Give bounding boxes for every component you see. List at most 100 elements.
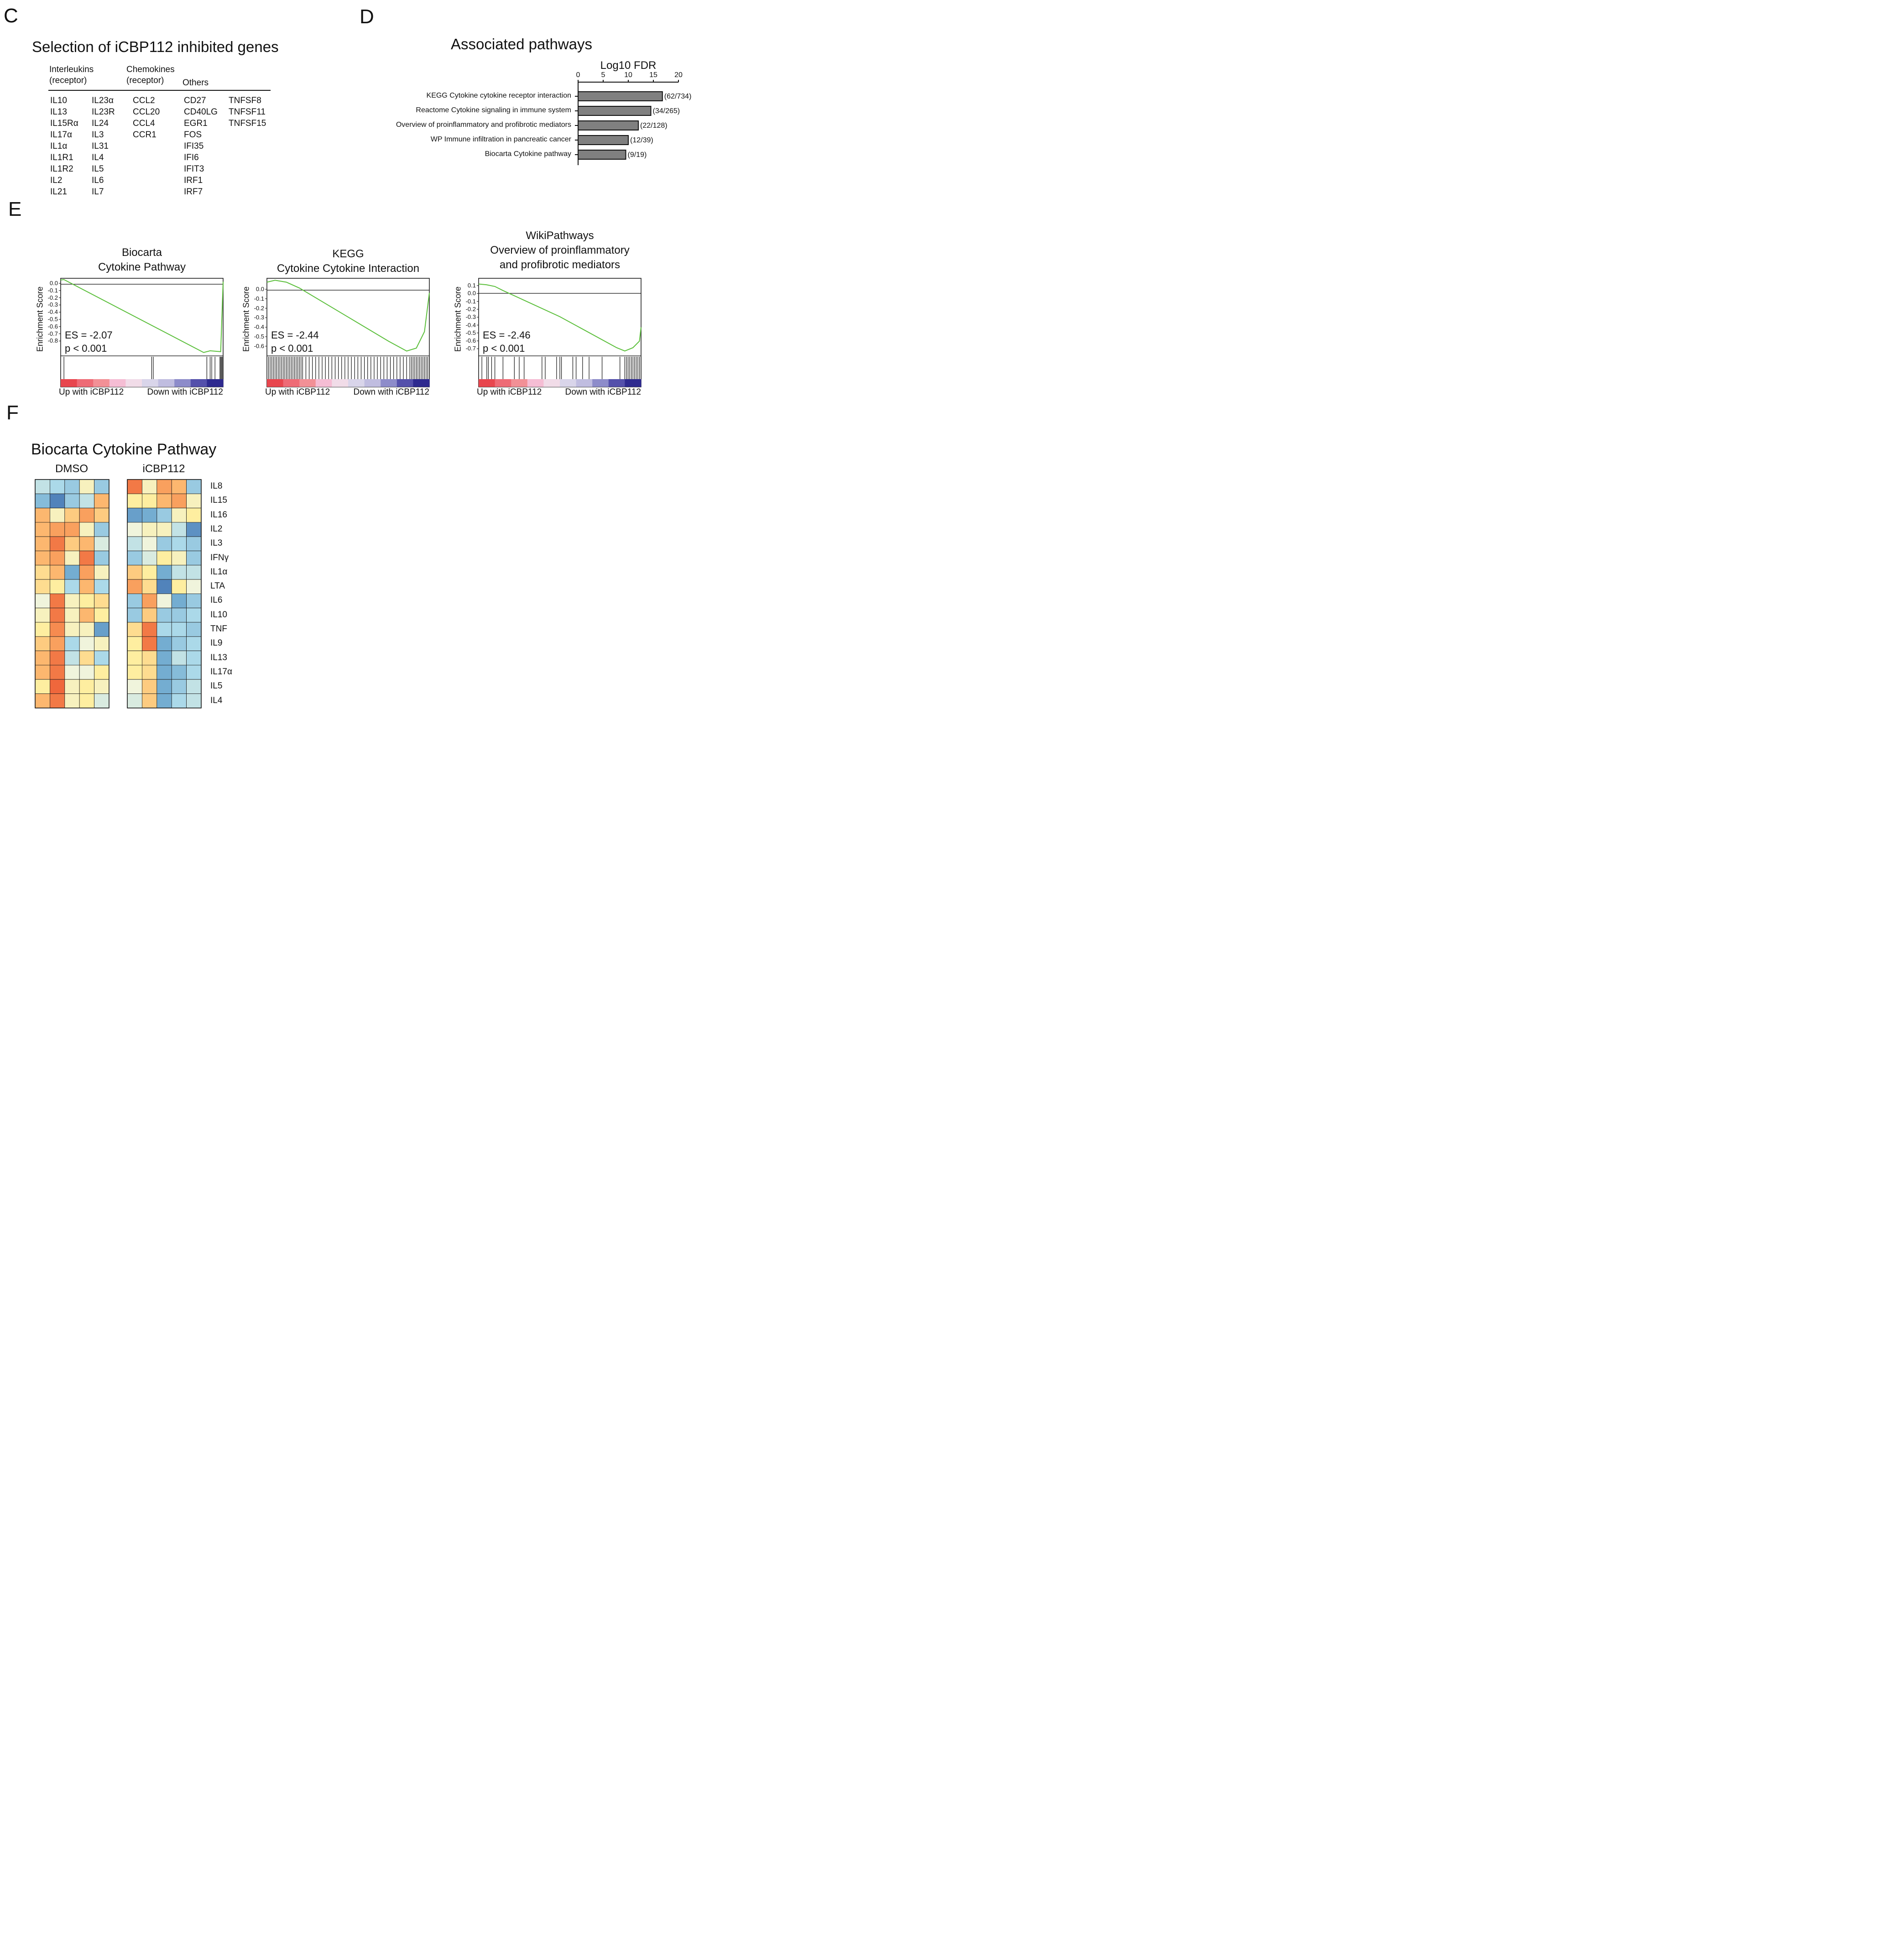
gene-name: IL23α	[92, 96, 114, 105]
panel-label-e: E	[8, 198, 22, 220]
rank-band-segment	[315, 379, 332, 387]
gene-name: IFI35	[184, 141, 204, 151]
bar-chart	[575, 80, 679, 165]
bar-annotation: (12/39)	[630, 136, 653, 144]
heatmap-cell	[171, 665, 187, 680]
heatmap-cell	[79, 665, 94, 680]
header-rule	[48, 90, 271, 91]
es-y-tick-label: -0.5	[465, 329, 476, 336]
heatmap-cell	[94, 551, 110, 566]
rank-band-segment	[576, 379, 593, 387]
heatmap-row-label: IL9	[210, 638, 223, 648]
heatmap-cell	[156, 522, 172, 537]
heatmap-row-label: IL16	[210, 510, 227, 520]
rank-band-segment	[125, 379, 142, 387]
heatmap-cell	[127, 551, 142, 566]
heatmap-cell	[141, 522, 157, 537]
gene-name: IL23R	[92, 107, 115, 117]
p-value: p < 0.001	[271, 343, 313, 354]
heatmap-row-label: IL15	[210, 495, 227, 506]
heatmap-cell	[94, 493, 110, 509]
heatmap-cell	[156, 479, 172, 494]
es-y-tick-label: 0.1	[467, 282, 476, 289]
rank-band-segment	[608, 379, 625, 387]
gene-name: CD40LG	[184, 107, 218, 117]
es-y-tick-label: -0.8	[47, 337, 58, 344]
heatmap-cell	[156, 493, 172, 509]
heatmap-cell	[94, 479, 110, 494]
bar-x-tick-label: 10	[624, 71, 632, 79]
gsea-title: Cytokine Pathway	[98, 261, 186, 273]
gene-name: IL31	[92, 141, 109, 151]
heatmap-cell	[127, 608, 142, 623]
es-value: ES = -2.46	[483, 329, 531, 341]
heatmap-cell	[35, 479, 50, 494]
rank-band-segment	[592, 379, 609, 387]
heatmap-cell	[171, 679, 187, 694]
rank-band-segment	[396, 379, 413, 387]
bar	[578, 106, 652, 116]
heatmap-cell	[35, 522, 50, 537]
heatmap-cell	[156, 665, 172, 680]
heatmap-cell	[186, 622, 202, 637]
bar-annotation: (62/734)	[664, 93, 692, 100]
heatmap-cell	[79, 579, 94, 594]
heatmap-cell	[141, 636, 157, 651]
bar-chart-axis-label: Log10 FDR	[600, 59, 657, 72]
x-label-down: Down with iCBP112	[147, 387, 223, 397]
rank-band-segment	[61, 379, 78, 387]
gene-name: IL2	[50, 176, 63, 185]
heatmap-row-label: IL5	[210, 681, 223, 691]
header-chemokines-line1: Chemokines	[126, 65, 175, 74]
es-y-tick-label: -0.3	[47, 301, 58, 308]
heatmap-row-label: IL6	[210, 595, 223, 605]
heatmap-cell	[186, 493, 202, 509]
heatmap-cell	[94, 622, 110, 637]
heatmap-cell	[127, 679, 142, 694]
rank-band-segment	[413, 379, 430, 387]
heatmap-cell	[186, 565, 202, 580]
heatmap-cell	[64, 579, 80, 594]
gsea-title: Cytokine Cytokine Interaction	[276, 262, 420, 275]
heatmap-cell	[171, 508, 187, 523]
header-others: Others	[183, 78, 209, 88]
header-interleukins-line1: Interleukins	[49, 65, 94, 74]
gene-name: FOS	[184, 130, 202, 140]
gene-name: CD27	[184, 96, 206, 105]
heatmap-cell	[141, 693, 157, 709]
heatmap-cell	[79, 594, 94, 609]
heatmap-cell	[35, 508, 50, 523]
gene-name: IL24	[92, 119, 109, 128]
heatmap-block-border	[35, 479, 110, 709]
heatmap-cell	[50, 693, 65, 709]
heatmap-cell	[35, 594, 50, 609]
heatmap-cell	[50, 622, 65, 637]
heatmap-cell	[79, 636, 94, 651]
heatmap-group-icbp112: iCBP112	[142, 463, 185, 475]
heatmap-cell	[79, 622, 94, 637]
heatmap-cell	[186, 536, 202, 551]
heatmap-cell	[127, 536, 142, 551]
heatmap-cell	[127, 493, 142, 509]
heatmap-cell	[79, 608, 94, 623]
heatmap-cell	[64, 594, 80, 609]
es-y-tick-label: -0.4	[47, 308, 58, 316]
heatmap-cell	[156, 622, 172, 637]
es-y-tick-label: -0.7	[465, 345, 476, 352]
rank-band-segment	[625, 379, 642, 387]
heatmap-cell	[127, 508, 142, 523]
heatmap-cell	[186, 594, 202, 609]
rank-band-segment	[495, 379, 511, 387]
heatmap-row-label: IL17α	[210, 667, 232, 677]
heatmap	[35, 479, 202, 709]
p-value: p < 0.001	[65, 343, 107, 354]
heatmap-cell	[171, 479, 187, 494]
bar-category-label: Overview of proinflammatory and profibro…	[396, 121, 571, 129]
heatmap-cell	[50, 579, 65, 594]
heatmap-cell	[141, 579, 157, 594]
heatmap-cell	[64, 608, 80, 623]
bar-annotation: (34/265)	[652, 107, 680, 115]
gene-name: IRF7	[184, 187, 203, 197]
es-y-tick-label: -0.4	[254, 323, 264, 331]
header-chemokines: Chemokines (receptor)	[126, 64, 175, 86]
